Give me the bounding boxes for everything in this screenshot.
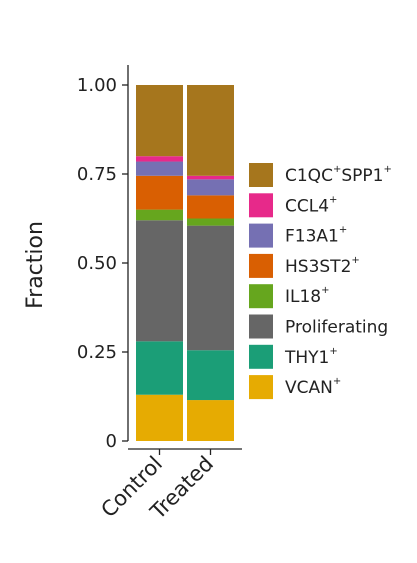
bar-segment-control-ccl4 xyxy=(136,156,183,162)
y-tick-label: 0 xyxy=(106,431,117,452)
bar-segment-treated-f13a1 xyxy=(187,179,234,196)
bar-segment-treated-hs3st2 xyxy=(187,195,234,219)
bar-segment-control-thy1 xyxy=(136,341,183,395)
legend-label-proliferating: Proliferating xyxy=(285,318,388,338)
bar-segment-control-proliferating xyxy=(136,220,183,342)
legend-swatch-hs3st2 xyxy=(249,253,273,278)
bar-segment-control-c1qc xyxy=(136,85,183,157)
legend-swatch-vcan xyxy=(249,375,273,400)
bar-segment-control-hs3st2 xyxy=(136,175,183,210)
y-tick-label: 0.25 xyxy=(77,342,117,363)
legend-label-ccl4: CCL4+ xyxy=(285,194,337,216)
legend-swatch-f13a1 xyxy=(249,223,273,248)
bar-segment-treated-proliferating xyxy=(187,225,234,351)
bar-segment-treated-ccl4 xyxy=(187,175,234,180)
legend: C1QC+SPP1+ CCL4+ F13A1+ HS3ST2+ IL18+ Prolife… xyxy=(249,163,392,400)
bars-group xyxy=(136,85,234,441)
legend-label-vcan: VCAN+ xyxy=(285,376,341,398)
legend-swatch-ccl4 xyxy=(249,193,273,218)
y-axis: 0 0.25 0.50 0.75 1.00 xyxy=(77,65,129,452)
legend-swatch-c1qc xyxy=(249,163,273,187)
legend-swatch-proliferating xyxy=(249,314,273,339)
legend-label-c1qc: C1QC+SPP1+ xyxy=(285,164,392,186)
y-tick-label: 1.00 xyxy=(77,75,117,96)
bar-segment-treated-il18 xyxy=(187,218,234,226)
bar-segment-treated-thy1 xyxy=(187,350,234,401)
y-tick-label: 0.75 xyxy=(77,164,117,185)
legend-label-il18: IL18+ xyxy=(285,285,330,307)
y-axis-label: Fraction xyxy=(23,221,48,309)
legend-swatch-thy1 xyxy=(249,344,273,369)
bar-segment-control-f13a1 xyxy=(136,161,183,176)
bar-segment-treated-c1qc xyxy=(187,85,234,176)
bar-segment-control-vcan xyxy=(136,394,183,441)
legend-label-f13a1: F13A1+ xyxy=(285,225,347,247)
y-tick-label: 0.50 xyxy=(77,253,117,274)
bar-segment-treated-vcan xyxy=(187,400,234,441)
legend-label-thy1: THY1+ xyxy=(284,346,338,368)
legend-swatch-il18 xyxy=(249,284,273,309)
legend-label-hs3st2: HS3ST2+ xyxy=(285,255,360,277)
bar-segment-control-il18 xyxy=(136,209,183,221)
